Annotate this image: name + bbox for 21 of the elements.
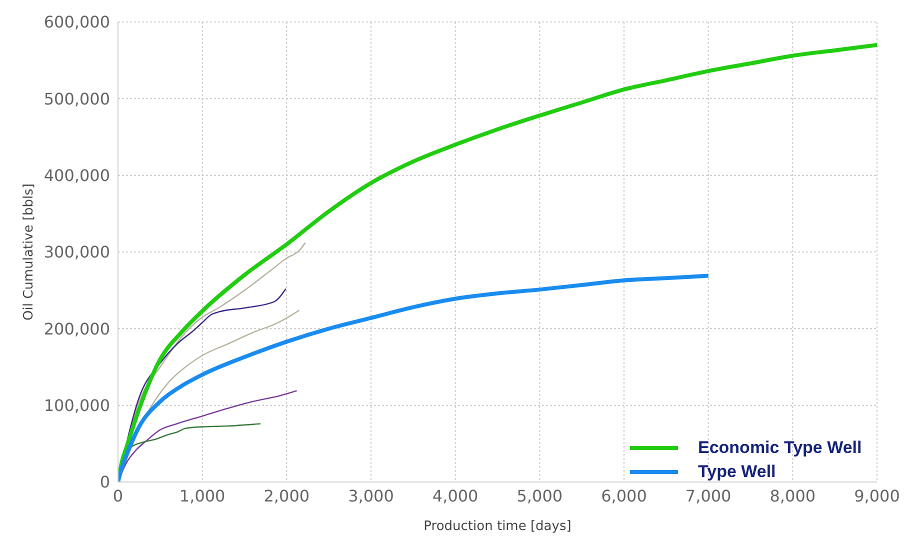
x-tick-label: 0 [112,486,124,506]
y-tick-label: 200,000 [44,319,110,338]
x-tick-label: 9,000 [854,486,900,506]
x-tick-label: 7,000 [685,486,732,506]
x-tick-label: 3,000 [348,486,394,506]
x-tick-label: 1,000 [179,486,226,506]
y-axis-title: Oil Cumulative [bbls] [22,184,37,320]
x-axis-title: Production time [days] [424,519,572,534]
y-tick-label: 0 [100,472,110,492]
x-tick-label: 4,000 [432,486,478,506]
x-tick-label: 6,000 [601,486,647,506]
legend-label: Economic Type Well [698,438,862,458]
x-tick-label: 2,000 [264,486,310,506]
legend-label: Type Well [698,462,776,482]
x-tick-label: 5,000 [516,486,563,506]
y-tick-label: 400,000 [44,166,110,186]
y-tick-label: 500,000 [44,89,110,108]
y-tick-label: 300,000 [44,242,110,262]
x-tick-label: 8,000 [770,486,816,506]
y-tick-label: 600,000 [44,12,110,32]
y-tick-label: 100,000 [44,396,110,416]
